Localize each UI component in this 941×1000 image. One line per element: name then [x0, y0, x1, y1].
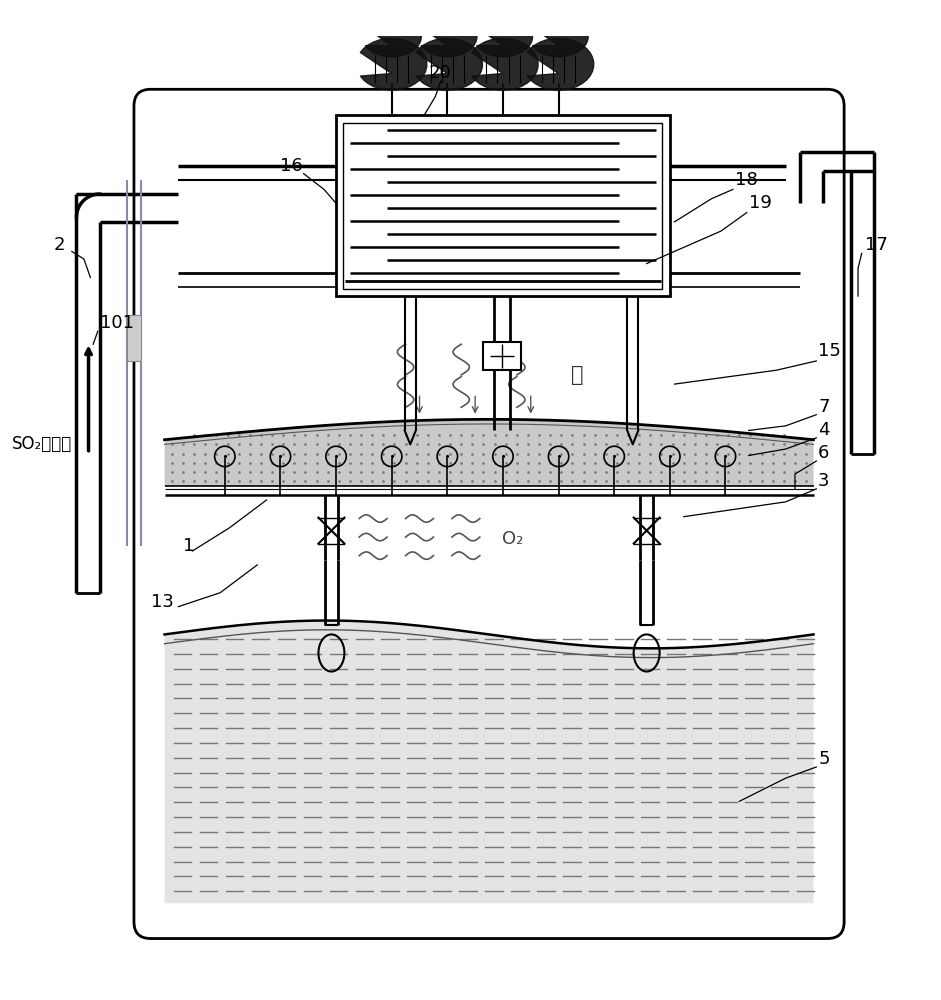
Bar: [483, 342, 521, 370]
Polygon shape: [365, 16, 422, 57]
Text: 20: 20: [429, 64, 452, 82]
Text: 5: 5: [818, 750, 830, 768]
Text: 15: 15: [818, 342, 841, 360]
Polygon shape: [165, 419, 814, 486]
Polygon shape: [527, 38, 594, 90]
Text: O₂: O₂: [502, 530, 523, 548]
Text: 13: 13: [151, 593, 173, 611]
Text: SO₂、空气: SO₂、空气: [11, 435, 72, 453]
Polygon shape: [471, 38, 538, 90]
Text: 2: 2: [54, 236, 65, 254]
Bar: [336, 115, 670, 296]
Bar: [343, 123, 662, 289]
FancyBboxPatch shape: [134, 89, 844, 939]
Polygon shape: [421, 16, 477, 57]
Polygon shape: [533, 16, 588, 57]
Polygon shape: [416, 38, 483, 90]
Polygon shape: [165, 621, 814, 903]
Polygon shape: [360, 38, 427, 90]
Text: 水: 水: [571, 365, 583, 385]
Text: 4: 4: [818, 421, 830, 439]
Polygon shape: [476, 16, 533, 57]
Text: 7: 7: [818, 398, 830, 416]
Text: 19: 19: [749, 194, 772, 212]
Text: 6: 6: [818, 444, 830, 462]
Bar: [127, 315, 141, 361]
Text: 16: 16: [280, 157, 303, 175]
Text: 18: 18: [735, 171, 758, 189]
Text: 17: 17: [865, 236, 887, 254]
Text: 3: 3: [818, 472, 830, 490]
Text: 101: 101: [100, 314, 134, 332]
Text: 1: 1: [183, 537, 195, 555]
